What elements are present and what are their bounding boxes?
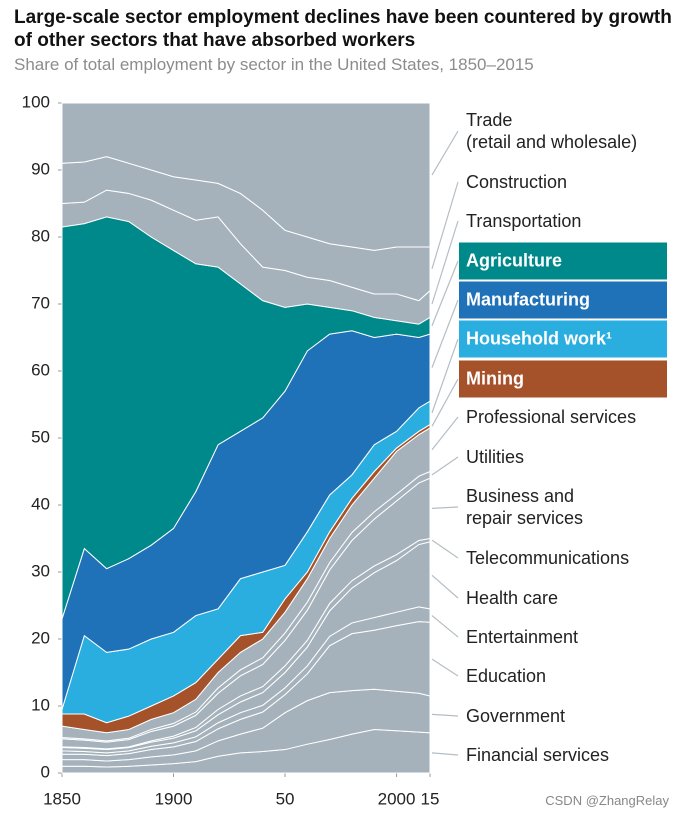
legend-label: Mining	[459, 360, 667, 398]
leader-line	[431, 615, 459, 638]
x-tick-label: 1850	[43, 789, 81, 808]
y-tick-label: 10	[31, 695, 50, 714]
leader-line	[431, 299, 459, 368]
y-tick-label: 40	[31, 494, 50, 513]
leader-line	[431, 752, 459, 756]
x-tick-label: 50	[276, 789, 295, 808]
leader-line	[431, 658, 459, 677]
chart-subtitle: Share of total employment by sector in t…	[14, 55, 534, 74]
leader-line	[431, 378, 459, 427]
legend-label: Utilities	[466, 447, 525, 467]
y-tick-label: 50	[31, 427, 50, 446]
legend-label: Entertainment	[466, 627, 579, 647]
leader-line	[431, 539, 459, 559]
leader-line	[431, 260, 459, 326]
y-tick-label: 70	[31, 293, 50, 312]
leader-line	[431, 181, 459, 269]
y-tick-label: 0	[41, 762, 50, 781]
x-tick-label: 15	[421, 789, 440, 808]
legend-label: Agriculture	[459, 242, 667, 280]
leader-line	[431, 338, 459, 414]
leader-line	[431, 130, 459, 176]
legend-label: Professional services	[466, 407, 637, 427]
legend-label: Transportation	[466, 211, 582, 231]
y-tick-label: 90	[31, 159, 50, 178]
chart-title: Large-scale sector employment declines h…	[14, 7, 672, 51]
legend-label: Government	[466, 706, 566, 726]
y-tick-label: 100	[22, 92, 50, 111]
area	[61, 102, 431, 251]
leader-line	[431, 416, 459, 451]
y-tick-label: 80	[31, 226, 50, 245]
legend-label: Construction	[466, 172, 568, 192]
legend-label: Financial services	[466, 745, 610, 765]
x-tick-label: 1900	[155, 789, 193, 808]
legend-label: Business and repair services	[466, 486, 584, 528]
leader-line	[431, 713, 459, 717]
legend-label: Household work¹	[459, 320, 667, 358]
y-tick-label: 60	[31, 360, 50, 379]
y-tick-label: 20	[31, 628, 50, 647]
leader-line	[431, 506, 459, 509]
y-tick-label: 30	[31, 561, 50, 580]
leader-line	[431, 574, 459, 599]
legend-label: Health care	[466, 588, 559, 608]
leader-line	[431, 456, 459, 476]
leader-line	[431, 220, 459, 305]
legend-label: Trade (retail and wholesale)	[466, 110, 638, 152]
legend-label: Telecommunications	[466, 548, 630, 568]
watermark: CSDN @ZhangRelay	[545, 793, 669, 808]
legend-label: Education	[466, 666, 547, 686]
x-tick-label: 2000	[378, 789, 416, 808]
legend-label: Manufacturing	[459, 281, 667, 319]
